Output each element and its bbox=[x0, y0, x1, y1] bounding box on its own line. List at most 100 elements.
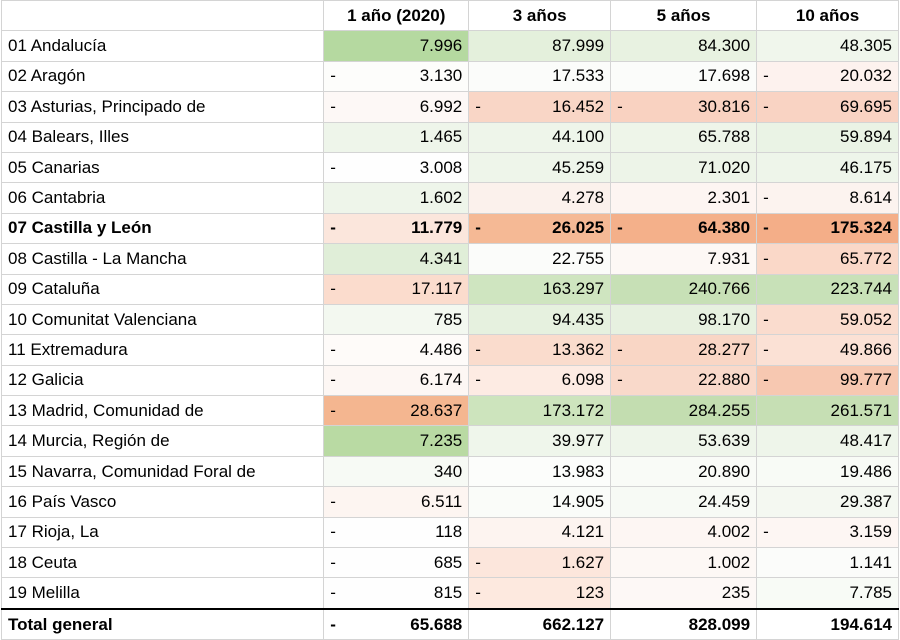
table-row: 03 Asturias, Principado de -6.992-16.452-… bbox=[0, 91, 899, 123]
cell-value: 17.117 bbox=[411, 279, 463, 299]
cell-content: 4.278 bbox=[475, 188, 605, 208]
cell-value: 11.779 bbox=[411, 218, 463, 238]
cell-value: 3.130 bbox=[419, 66, 463, 86]
cell-content: 94.435 bbox=[475, 310, 604, 330]
negative-sign: - bbox=[617, 339, 623, 359]
value-cell: - 1.627 bbox=[468, 547, 612, 579]
cell-value: 16.452 bbox=[552, 96, 605, 116]
cell-content: 46.175 bbox=[763, 158, 892, 178]
cell-value: 828.099 bbox=[688, 614, 751, 634]
value-cell: 46.175 bbox=[756, 151, 899, 184]
value-cell: 7.235 bbox=[323, 425, 470, 457]
value-cell: 662.127 bbox=[468, 607, 612, 640]
table-row: 17 Rioja, La -118 4.121 4.002-3.159 bbox=[0, 516, 899, 549]
cell-content: 98.170 bbox=[617, 310, 750, 330]
value-cell: - 123 bbox=[468, 577, 612, 610]
negative-sign: - bbox=[763, 370, 769, 390]
cell-content: - 6.098 bbox=[475, 370, 604, 390]
table-body: 01 Andalucía 7.996 87.999 84.300 48.305 02 Ar… bbox=[0, 30, 899, 640]
cell-value: 8.614 bbox=[849, 188, 892, 208]
cell-value: 7.235 bbox=[419, 431, 463, 451]
cell-value: 1.602 bbox=[419, 188, 463, 208]
value-cell: - 3.008 bbox=[323, 151, 470, 184]
cell-content: - 6.174 bbox=[330, 370, 462, 390]
cell-value: 19.486 bbox=[840, 461, 892, 481]
value-cell: 44.100 bbox=[468, 121, 612, 153]
value-cell: - 64.380 bbox=[610, 212, 758, 245]
value-cell: - 8.614 bbox=[756, 182, 899, 214]
negative-sign: - bbox=[475, 370, 481, 390]
cell-content: 4.341 bbox=[330, 248, 463, 269]
cell-value: 4.341 bbox=[419, 248, 463, 268]
row-label: 11 Extremadura bbox=[0, 334, 325, 366]
negative-sign: - bbox=[330, 157, 336, 177]
cell-value: 7.996 bbox=[419, 36, 463, 56]
negative-sign: - bbox=[330, 279, 336, 299]
negative-sign: - bbox=[617, 218, 623, 238]
value-cell: - 6.098 bbox=[468, 364, 612, 397]
cell-value: 4.002 bbox=[707, 522, 751, 542]
value-cell: 1.002 bbox=[610, 547, 758, 579]
value-cell: 7.996 bbox=[323, 30, 470, 62]
cell-value: 785 bbox=[433, 309, 463, 329]
cell-content: 7.235 bbox=[330, 431, 463, 451]
cell-value: 123 bbox=[575, 583, 605, 603]
cell-content: 20.890 bbox=[617, 462, 750, 482]
cell-value: 284.255 bbox=[688, 400, 751, 420]
value-cell: 163.297 bbox=[468, 273, 612, 305]
cell-content: 1.141 bbox=[763, 553, 892, 573]
cell-content: - 685 bbox=[330, 553, 462, 573]
value-cell: 98.170 bbox=[610, 303, 758, 336]
cell-content: 53.639 bbox=[617, 431, 750, 451]
value-cell: - 3.159 bbox=[756, 516, 899, 549]
row-label: Total general bbox=[0, 607, 325, 640]
cell-content: 45.259 bbox=[475, 158, 604, 178]
cell-value: 26.025 bbox=[552, 218, 605, 238]
cell-content: - 64.380 bbox=[617, 218, 750, 238]
value-cell: 240.766 bbox=[610, 273, 758, 305]
column-header: 1 año (2020) bbox=[323, 0, 470, 32]
value-cell: 828.099 bbox=[610, 607, 758, 640]
cell-content: 240.766 bbox=[617, 279, 750, 299]
cell-content: 1.602 bbox=[330, 188, 463, 208]
cell-content: 48.417 bbox=[763, 431, 892, 451]
cell-content: 65.788 bbox=[617, 127, 750, 147]
value-cell: 17.698 bbox=[610, 60, 758, 93]
cell-content: 7.931 bbox=[617, 249, 751, 269]
cell-content: - 11.779 bbox=[330, 218, 462, 238]
cell-content: - 69.695 bbox=[763, 97, 892, 117]
cell-content: 7.996 bbox=[330, 36, 463, 56]
cell-value: 662.127 bbox=[542, 614, 605, 634]
cell-value: 6.174 bbox=[419, 370, 463, 390]
row-label: 04 Balears, Illes bbox=[0, 121, 325, 153]
cell-value: 46.175 bbox=[840, 157, 892, 177]
value-cell: - 4.486 bbox=[323, 334, 470, 366]
value-cell: 4.341 bbox=[323, 243, 470, 275]
cell-value: 175.324 bbox=[830, 218, 892, 238]
value-cell: 48.417 bbox=[756, 425, 899, 457]
negative-sign: - bbox=[475, 552, 481, 572]
cell-value: 173.172 bbox=[542, 400, 605, 420]
value-cell: 2.301 bbox=[610, 182, 758, 214]
value-cell: - 99.777 bbox=[756, 364, 899, 397]
value-cell: 45.259 bbox=[468, 151, 612, 184]
cell-content: - 6.511 bbox=[330, 492, 462, 512]
value-cell: - 685 bbox=[323, 547, 470, 579]
cell-content: - 1.627 bbox=[475, 553, 604, 573]
table-row: 05 Canarias - 3.008 45.259 71.020 46.175 bbox=[0, 151, 899, 184]
negative-sign: - bbox=[330, 400, 336, 420]
cell-content: 59.894 bbox=[763, 127, 892, 147]
value-cell: 4.121 bbox=[468, 516, 612, 549]
cell-value: 20.890 bbox=[698, 461, 751, 481]
cell-content: - 59.052 bbox=[763, 310, 892, 330]
cell-value: 48.305 bbox=[840, 36, 892, 56]
cell-value: 17.698 bbox=[698, 66, 751, 86]
negative-sign: - bbox=[330, 583, 336, 603]
value-cell: 71.020 bbox=[610, 151, 758, 184]
negative-sign: - bbox=[330, 370, 336, 390]
cell-content: 17.698 bbox=[617, 66, 750, 86]
cell-content: - 4.486 bbox=[330, 340, 462, 360]
negative-sign: - bbox=[475, 96, 481, 116]
cell-value: 28.277 bbox=[698, 339, 751, 359]
value-cell: - 6.992 bbox=[323, 91, 470, 123]
